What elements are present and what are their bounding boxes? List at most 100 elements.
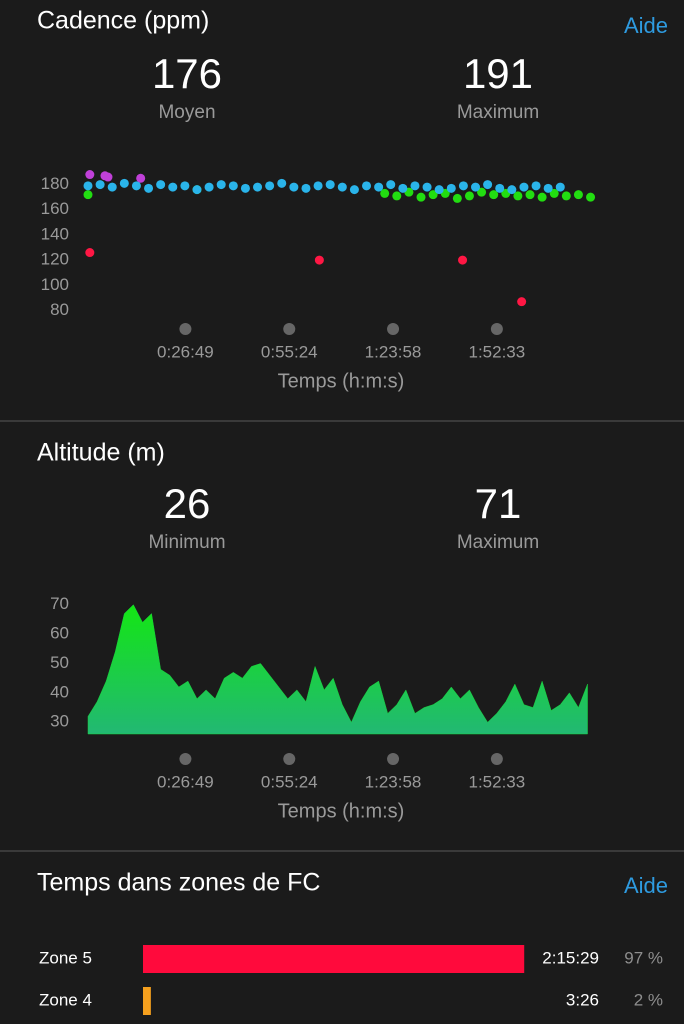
data-point bbox=[228, 181, 238, 191]
y-tick-label: 50 bbox=[50, 653, 69, 672]
y-tick-label: 80 bbox=[50, 300, 69, 319]
data-point bbox=[119, 178, 129, 188]
data-point bbox=[519, 182, 529, 192]
data-point bbox=[131, 181, 141, 191]
x-tick-label: 0:55:24 bbox=[261, 342, 318, 361]
data-point bbox=[513, 191, 523, 201]
stat-label: Maximum bbox=[457, 102, 539, 123]
data-point bbox=[495, 183, 505, 193]
zone-label: Zone 5 bbox=[39, 948, 92, 967]
x-tick-label: 0:26:49 bbox=[157, 772, 214, 791]
data-point bbox=[507, 185, 517, 195]
stat-value: 26 bbox=[164, 480, 211, 527]
data-point bbox=[216, 180, 226, 190]
x-tick-label: 1:52:33 bbox=[469, 772, 526, 791]
data-point bbox=[416, 192, 426, 202]
section-title: Altitude (m) bbox=[37, 439, 165, 467]
data-point bbox=[458, 181, 468, 191]
y-tick-label: 60 bbox=[50, 624, 69, 643]
x-tick-mark bbox=[387, 323, 400, 335]
data-point bbox=[301, 183, 311, 193]
x-tick-label: 0:26:49 bbox=[157, 342, 214, 361]
data-point bbox=[386, 180, 396, 190]
section-title: Cadence (ppm) bbox=[37, 7, 209, 35]
data-point bbox=[240, 183, 250, 193]
y-tick-label: 180 bbox=[41, 174, 69, 193]
x-tick-mark bbox=[283, 753, 296, 765]
x-tick-mark bbox=[283, 323, 296, 335]
help-link[interactable]: Aide bbox=[624, 13, 668, 38]
y-tick-label: 160 bbox=[41, 199, 69, 218]
stat-label: Moyen bbox=[158, 102, 215, 123]
data-point bbox=[289, 182, 299, 192]
data-point bbox=[362, 181, 372, 191]
area bbox=[87, 604, 588, 735]
data-point bbox=[380, 188, 390, 198]
data-point bbox=[392, 191, 402, 201]
data-point bbox=[168, 182, 178, 192]
data-point bbox=[83, 181, 93, 191]
data-point bbox=[543, 183, 553, 193]
data-point bbox=[83, 190, 93, 200]
data-point bbox=[325, 180, 335, 190]
x-tick-mark bbox=[179, 323, 192, 335]
data-point bbox=[561, 191, 571, 201]
data-point bbox=[549, 188, 559, 198]
data-point bbox=[410, 181, 420, 191]
data-point bbox=[458, 255, 468, 265]
data-point bbox=[428, 190, 438, 200]
data-point bbox=[434, 185, 444, 195]
data-point bbox=[398, 183, 408, 193]
stat-value: 176 bbox=[152, 50, 222, 97]
y-tick-label: 40 bbox=[50, 682, 69, 701]
x-tick-label: 1:52:33 bbox=[469, 342, 526, 361]
x-tick-label: 0:55:24 bbox=[261, 772, 318, 791]
x-tick-mark bbox=[490, 753, 503, 765]
data-point bbox=[314, 255, 324, 265]
data-point bbox=[517, 297, 527, 307]
x-tick-mark bbox=[490, 323, 503, 335]
zone-label: Zone 4 bbox=[39, 990, 92, 1009]
data-point bbox=[573, 190, 583, 200]
data-point bbox=[531, 181, 541, 191]
data-point bbox=[192, 185, 202, 195]
data-point bbox=[95, 180, 105, 190]
data-point bbox=[374, 182, 384, 192]
zone-percent: 2 % bbox=[634, 990, 663, 1009]
data-point bbox=[277, 178, 287, 188]
help-link[interactable]: Aide bbox=[624, 873, 668, 898]
x-tick-label: 1:23:58 bbox=[365, 772, 422, 791]
y-tick-label: 30 bbox=[50, 712, 69, 731]
zone-percent: 97 % bbox=[624, 948, 663, 967]
data-point bbox=[464, 191, 474, 201]
data-point bbox=[452, 193, 462, 203]
data-point bbox=[483, 180, 493, 190]
x-tick-mark bbox=[179, 753, 192, 765]
x-axis-title: Temps (h:m:s) bbox=[278, 370, 405, 392]
data-point bbox=[555, 182, 565, 192]
y-tick-label: 120 bbox=[41, 250, 69, 269]
x-tick-label: 1:23:58 bbox=[365, 342, 422, 361]
data-point bbox=[253, 182, 263, 192]
data-point bbox=[349, 185, 359, 195]
x-tick-mark bbox=[387, 753, 400, 765]
data-point bbox=[477, 187, 487, 197]
data-point bbox=[85, 248, 95, 258]
data-point bbox=[471, 182, 481, 192]
data-point bbox=[525, 190, 535, 200]
zone-bar bbox=[143, 987, 151, 1015]
data-point bbox=[180, 181, 190, 191]
data-point bbox=[422, 182, 432, 192]
data-point bbox=[136, 173, 146, 183]
data-point bbox=[446, 183, 456, 193]
data-point bbox=[586, 192, 596, 202]
data-point bbox=[489, 190, 499, 200]
data-point bbox=[337, 182, 347, 192]
y-tick-label: 70 bbox=[50, 594, 69, 613]
y-tick-label: 140 bbox=[41, 224, 69, 243]
data-point bbox=[144, 183, 154, 193]
stat-value: 191 bbox=[463, 50, 533, 97]
data-point bbox=[537, 192, 547, 202]
